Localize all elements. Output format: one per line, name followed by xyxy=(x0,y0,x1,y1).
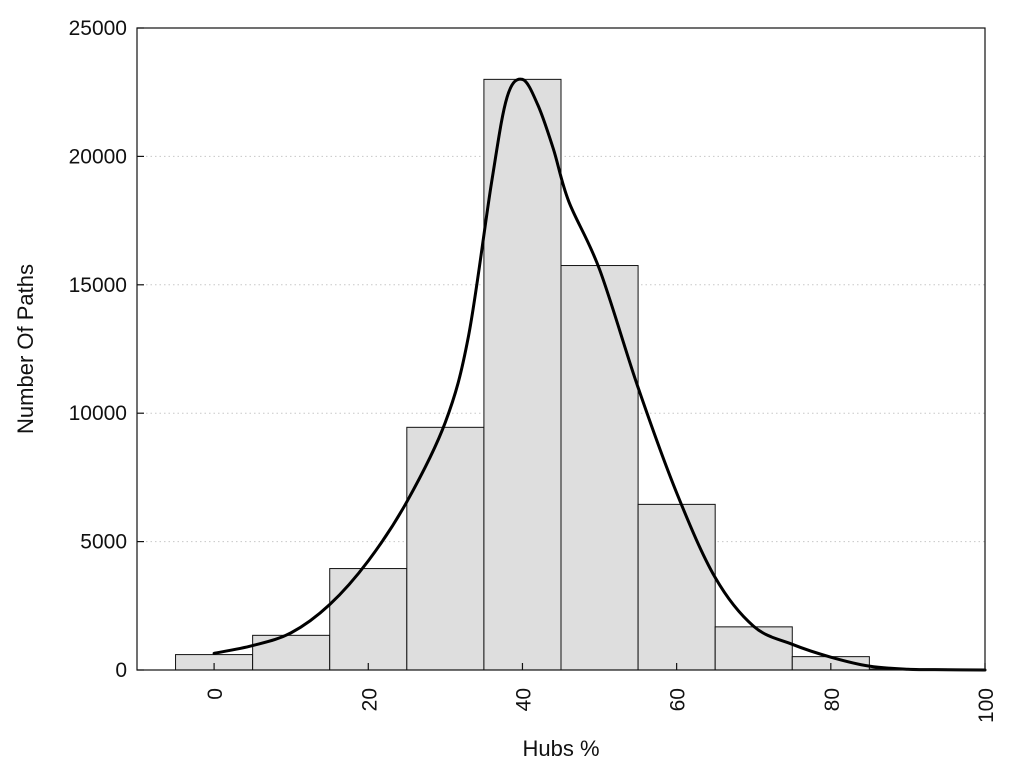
x-tick-label-0: 0 xyxy=(204,688,227,700)
y-tick-label-3: 15000 xyxy=(69,274,127,297)
histogram-bar-5 xyxy=(560,265,639,671)
x-tick-label-5: 100 xyxy=(975,688,998,723)
x-tick-label-2: 40 xyxy=(512,688,535,711)
y-tick-label-0: 0 xyxy=(115,659,127,682)
x-axis-title: Hubs % xyxy=(522,736,599,761)
histogram-bar-1 xyxy=(252,634,331,671)
x-tick-label-4: 80 xyxy=(821,688,844,711)
histogram-bar-3 xyxy=(406,426,485,671)
curve-layer xyxy=(212,77,987,672)
histogram-bar-2 xyxy=(329,568,408,671)
y-tick-label-1: 5000 xyxy=(80,531,127,554)
histogram-bar-6 xyxy=(637,503,716,671)
x-tick-label-3: 60 xyxy=(667,688,690,711)
histogram-bar-7 xyxy=(714,626,793,671)
x-tick-label-1: 20 xyxy=(358,688,381,711)
y-tick-label-5: 25000 xyxy=(69,17,127,40)
y-tick-label-4: 20000 xyxy=(69,145,127,168)
bars-layer xyxy=(175,78,947,671)
y-tick-label-2: 10000 xyxy=(69,402,127,425)
density-curve xyxy=(212,77,987,672)
y-axis-title: Number Of Paths xyxy=(13,264,38,434)
plot-frame xyxy=(136,27,986,671)
histogram-bar-4 xyxy=(483,78,562,671)
axes-layer: 0 5000 10000 15000 20000 25000 0 20 40 60 80 100 xyxy=(69,17,998,723)
